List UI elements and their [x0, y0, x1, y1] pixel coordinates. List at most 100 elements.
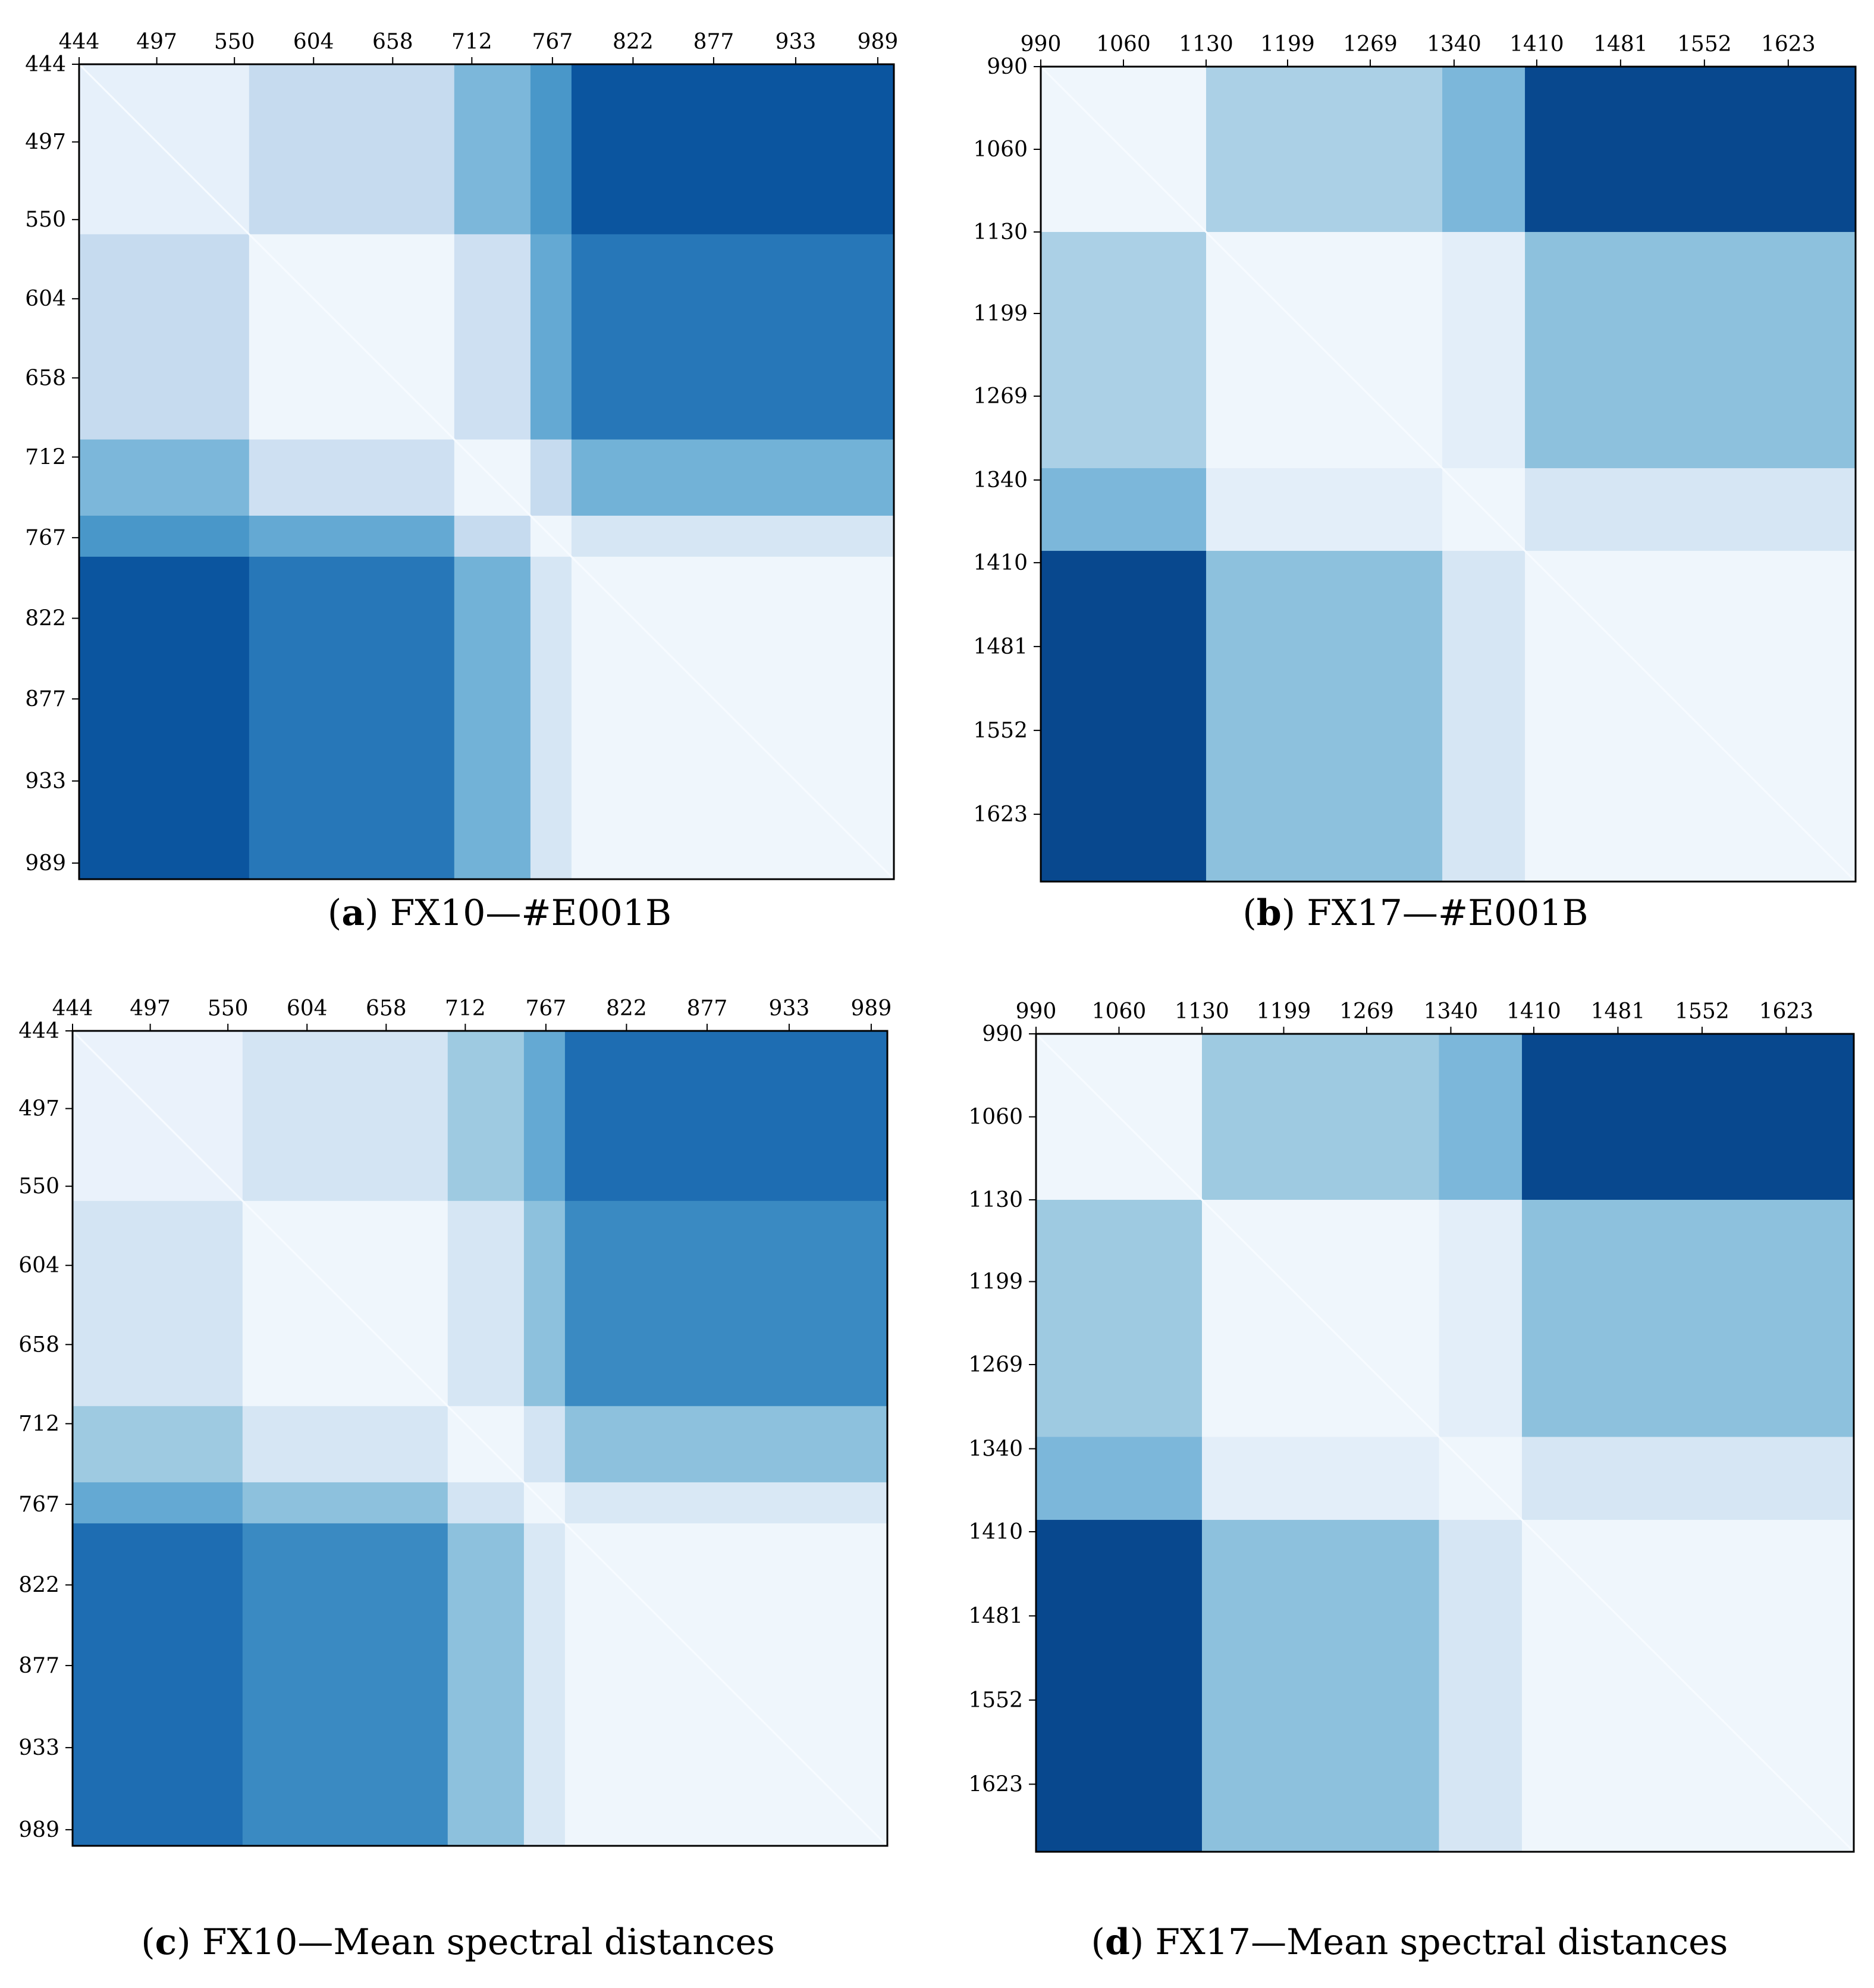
- heatmap-cell-d-1-0: [1036, 1199, 1203, 1438]
- heatmap-cell-b-0-1: [1206, 67, 1443, 233]
- heatmap-frame-a: [78, 63, 895, 880]
- x-tick-label-a: 933: [776, 30, 817, 54]
- y-tick-label-a: 877: [25, 687, 66, 711]
- x-tick-label-a: 658: [372, 30, 413, 54]
- y-tick-label-b: 1623: [973, 802, 1028, 827]
- heatmap-cell-c-2-3: [523, 1406, 566, 1483]
- heatmap-diagonal-c: [71, 1030, 889, 1847]
- y-tick-label-b: 1269: [973, 384, 1028, 409]
- heatmap-cell-a-2-4: [571, 439, 894, 516]
- x-tick-label-d: 1340: [1424, 999, 1479, 1024]
- heatmap-cell-b-2-1: [1206, 468, 1443, 551]
- heatmap-cell-d-3-1: [1201, 1520, 1440, 1852]
- y-tick-label-c: 604: [18, 1253, 59, 1278]
- x-tick-label-c: 933: [769, 996, 810, 1021]
- heatmap-cell-d-0-1: [1201, 1034, 1440, 1200]
- x-tick-label-d: 1552: [1675, 999, 1729, 1024]
- heatmap-cell-b-0-3: [1525, 67, 1856, 233]
- heatmap-cell-a-4-2: [454, 556, 531, 880]
- x-tick-label-b: 1623: [1761, 32, 1816, 57]
- heatmap-cell-b-1-0: [1041, 231, 1207, 469]
- y-tick-label-d: 1060: [968, 1105, 1023, 1129]
- heatmap-cell-c-3-0: [73, 1482, 243, 1524]
- heatmap-cell-d-1-2: [1439, 1199, 1523, 1438]
- x-tick-label-c: 604: [287, 996, 328, 1021]
- x-tick-label-c: 497: [130, 996, 171, 1021]
- heatmap-cell-c-3-2: [447, 1482, 525, 1524]
- x-tick-label-c: 767: [526, 996, 567, 1021]
- y-tick-label-a: 658: [25, 366, 66, 390]
- x-tick-label-a: 712: [451, 30, 492, 54]
- heatmap-cell-a-0-4: [571, 64, 894, 235]
- heatmap-cell-b-3-0: [1041, 551, 1207, 882]
- x-tick-label-d: 1269: [1339, 999, 1394, 1024]
- heatmap-cell-a-1-0: [79, 234, 250, 440]
- heatmap-cell-a-3-0: [79, 515, 250, 557]
- y-tick-label-d: 1410: [968, 1520, 1023, 1544]
- y-tick-label-c: 712: [18, 1412, 59, 1436]
- heatmap-cell-a-4-0: [79, 556, 250, 880]
- y-tick-label-b: 1340: [973, 468, 1028, 493]
- x-tick-label-a: 767: [532, 30, 573, 54]
- heatmap-cell-b-1-3: [1525, 231, 1856, 469]
- x-tick-label-a: 877: [693, 30, 734, 54]
- y-tick-label-a: 767: [25, 526, 66, 550]
- x-tick-label-c: 550: [208, 996, 249, 1021]
- y-tick-label-c: 658: [18, 1332, 59, 1357]
- caption-b: (b) FX17—#E001B: [1242, 892, 1589, 934]
- caption-a-letter: a: [341, 892, 365, 934]
- x-tick-label-c: 822: [606, 996, 647, 1021]
- y-tick-label-c: 497: [18, 1097, 59, 1121]
- x-tick-label-c: 444: [52, 996, 93, 1021]
- heatmap-panel-c: 444 497 550 604 658 712 767 822 877 933 989 444 497 5…: [18, 996, 892, 1847]
- x-tick-label-d: 1060: [1092, 999, 1147, 1024]
- caption-c: (c) FX10—Mean spectral distances: [141, 1921, 775, 1963]
- heatmap-cell-c-0-4: [564, 1031, 888, 1202]
- y-tick-label-a: 550: [25, 208, 66, 232]
- caption-b-text: FX17—#E001B: [1307, 892, 1589, 934]
- y-tick-label-b: 1060: [973, 137, 1028, 162]
- heatmap-cell-d-2-3: [1522, 1437, 1854, 1520]
- heatmap-cell-d-2-1: [1201, 1437, 1440, 1520]
- y-tick-label-c: 877: [18, 1654, 59, 1678]
- heatmap-panel-b: 990 1060 1130 1199 1269 1340 1410 1481 1552 1623 9…: [0, 0, 1874, 952]
- heatmap-chart-b: 990 1060 1130 1199 1269 1340 1410 1481 1552 1623 9…: [973, 32, 1857, 883]
- heatmap-cells-a: [79, 64, 894, 880]
- heatmap-cell-a-3-4: [571, 515, 894, 557]
- y-tick-label-a: 497: [25, 130, 66, 155]
- y-tick-label-c: 933: [18, 1736, 59, 1760]
- x-tick-label-a: 444: [59, 30, 100, 54]
- heatmap-cell-a-1-3: [530, 234, 572, 440]
- heatmap-cell-a-4-1: [249, 556, 455, 880]
- heatmap-cell-b-3-1: [1206, 551, 1443, 882]
- x-tick-label-b: 1199: [1260, 32, 1315, 57]
- x-tick-label-a: 497: [136, 30, 177, 54]
- heatmap-cell-b-1-2: [1442, 231, 1525, 469]
- heatmap-cell-c-2-0: [73, 1406, 243, 1483]
- x-tick-label-d: 990: [1016, 999, 1057, 1024]
- x-tick-label-a: 550: [214, 30, 255, 54]
- heatmap-cell-b-3-2: [1442, 551, 1525, 882]
- y-tick-label-d: 1552: [968, 1688, 1023, 1713]
- y-tick-label-b: 1552: [973, 719, 1028, 743]
- heatmap-cell-a-2-0: [79, 439, 250, 516]
- caption-c-letter: c: [155, 1921, 177, 1963]
- x-tick-label-d: 1481: [1591, 999, 1646, 1024]
- x-tick-label-d: 1623: [1759, 999, 1814, 1024]
- heatmap-cell-d-0-3: [1522, 1034, 1854, 1200]
- heatmap-cell-a-3-2: [454, 515, 531, 557]
- x-tick-label-a: 604: [293, 30, 334, 54]
- heatmap-cell-a-0-3: [530, 64, 572, 235]
- caption-d: (d) FX17—Mean spectral distances: [1091, 1921, 1728, 1963]
- heatmap-cell-b-2-3: [1525, 468, 1856, 551]
- y-tick-label-d: 1269: [968, 1353, 1023, 1377]
- y-tick-label-a: 444: [25, 52, 66, 77]
- x-tick-label-a: 989: [858, 30, 899, 54]
- heatmap-cell-a-1-2: [454, 234, 531, 440]
- caption-b-letter: b: [1256, 892, 1282, 934]
- heatmap-cell-c-4-1: [242, 1523, 448, 1846]
- heatmap-cell-c-1-2: [447, 1200, 525, 1407]
- y-tick-label-c: 550: [18, 1174, 59, 1199]
